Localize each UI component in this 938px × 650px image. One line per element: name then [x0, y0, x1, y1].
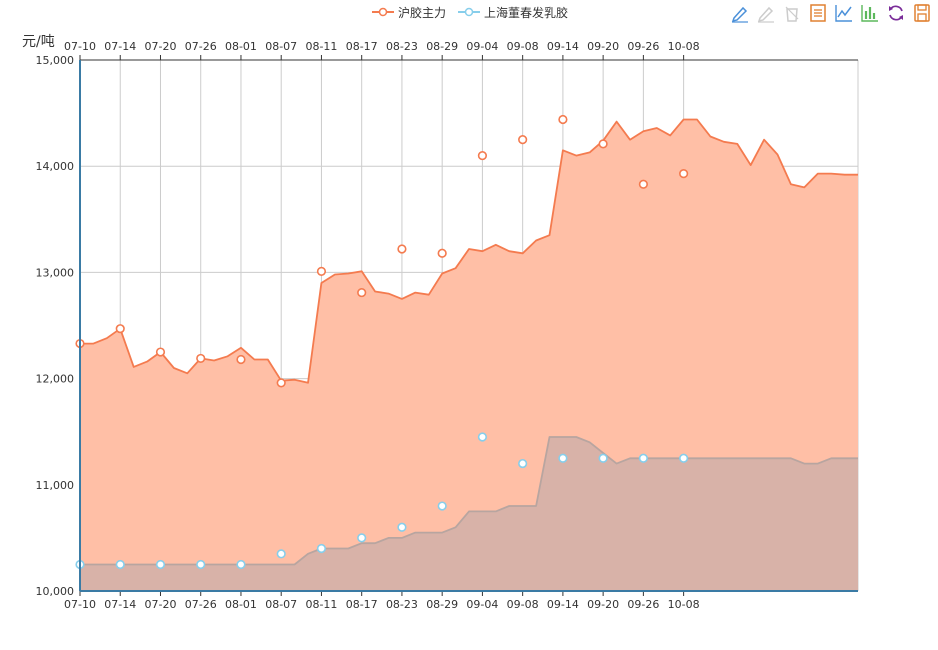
data-point	[316, 266, 327, 276]
data-point	[115, 559, 125, 570]
legend-line-marker-icon	[372, 7, 394, 17]
series-line	[80, 436, 858, 566]
x-tick-label: 07-10	[64, 598, 96, 611]
data-point	[638, 179, 648, 189]
x-tick-label-top: 07-20	[144, 40, 176, 53]
data-point	[155, 347, 166, 357]
legend-line-marker-icon	[458, 7, 481, 17]
y-tick-label: 15,000	[36, 54, 75, 67]
data-point	[477, 150, 488, 161]
y-tick-label: 11,000	[36, 479, 75, 492]
data-point	[357, 533, 367, 543]
x-tick-label-top: 08-23	[386, 40, 418, 53]
x-tick-label-top: 08-29	[426, 40, 458, 53]
legend-label: 上海董春发乳胶	[484, 5, 569, 20]
x-tick-label-top: 09-14	[547, 40, 579, 53]
x-tick-label: 09-14	[547, 598, 579, 611]
y-axis-title: 元/吨	[22, 34, 55, 50]
data-point	[196, 353, 206, 364]
x-tick-label-top: 09-26	[627, 40, 659, 53]
x-tick-label: 08-17	[346, 598, 378, 611]
data-point	[598, 139, 608, 149]
y-tick-label: 10,000	[36, 585, 75, 598]
y-tick-label: 12,000	[36, 373, 75, 386]
x-tick-label: 08-07	[265, 598, 297, 611]
x-tick-label-top: 08-11	[305, 40, 337, 53]
data-point	[679, 169, 689, 179]
data-point	[518, 458, 528, 469]
x-tick-label: 09-08	[507, 598, 539, 611]
data-point	[236, 354, 246, 365]
x-tick-label: 07-14	[104, 598, 136, 611]
x-tick-label-top: 08-17	[346, 40, 378, 53]
x-tick-label: 09-04	[466, 598, 498, 611]
data-point	[638, 453, 648, 463]
series-line	[80, 118, 858, 384]
legend-label: 沪胶主力	[398, 5, 447, 20]
data-point	[155, 559, 166, 570]
data-point	[397, 522, 407, 532]
x-tick-label-top: 07-10	[64, 40, 96, 53]
toolbox	[730, 3, 932, 23]
y-tick-label: 14,000	[36, 160, 75, 173]
x-tick-label-top: 09-08	[507, 40, 539, 53]
mark-undo-icon[interactable]	[756, 3, 776, 23]
data-point	[316, 543, 327, 554]
data-point	[397, 244, 407, 254]
x-tick-label-top: 09-20	[587, 40, 619, 53]
x-tick-label-top: 08-07	[265, 40, 297, 53]
data-point	[437, 501, 447, 511]
legend: 沪胶主力 上海董春发乳胶	[372, 3, 568, 21]
mark-clear-icon[interactable]	[782, 3, 802, 23]
data-point	[477, 432, 488, 442]
mark-icon[interactable]	[730, 3, 750, 23]
data-point	[196, 559, 206, 570]
data-point	[276, 378, 286, 388]
x-tick-label-top: 07-26	[185, 40, 217, 53]
x-tick-label: 09-26	[627, 598, 659, 611]
x-tick-label: 08-11	[305, 598, 337, 611]
data-point	[236, 559, 246, 570]
x-tick-label-top: 09-04	[466, 40, 498, 53]
legend-item-shanghai-rubber[interactable]: 沪胶主力	[372, 4, 446, 21]
restore-icon[interactable]	[886, 3, 906, 23]
data-point	[558, 114, 568, 125]
x-tick-label-top: 07-14	[104, 40, 136, 53]
data-point	[679, 453, 689, 463]
legend-item-latex[interactable]: 上海董春发乳胶	[458, 4, 568, 21]
line-chart-icon[interactable]	[834, 3, 854, 23]
x-tick-label: 07-20	[144, 598, 176, 611]
x-tick-label: 08-01	[225, 598, 257, 611]
x-tick-label-top: 08-01	[225, 40, 257, 53]
data-point	[437, 248, 447, 258]
x-tick-label: 08-29	[426, 598, 458, 611]
x-tick-label: 07-26	[185, 598, 217, 611]
data-point	[518, 135, 528, 145]
bar-chart-icon[interactable]	[860, 3, 880, 23]
x-tick-label: 10-08	[668, 598, 700, 611]
x-tick-label-top: 10-08	[668, 40, 700, 53]
y-tick-label: 13,000	[36, 266, 75, 279]
data-point	[357, 287, 367, 298]
data-point	[276, 549, 286, 559]
data-point	[115, 324, 125, 334]
x-tick-label: 09-20	[587, 598, 619, 611]
data-point	[598, 453, 608, 463]
data-view-icon[interactable]	[808, 3, 828, 23]
data-point	[558, 453, 568, 463]
save-image-icon[interactable]	[912, 3, 932, 23]
x-tick-label: 08-23	[386, 598, 418, 611]
series-area	[80, 437, 858, 591]
